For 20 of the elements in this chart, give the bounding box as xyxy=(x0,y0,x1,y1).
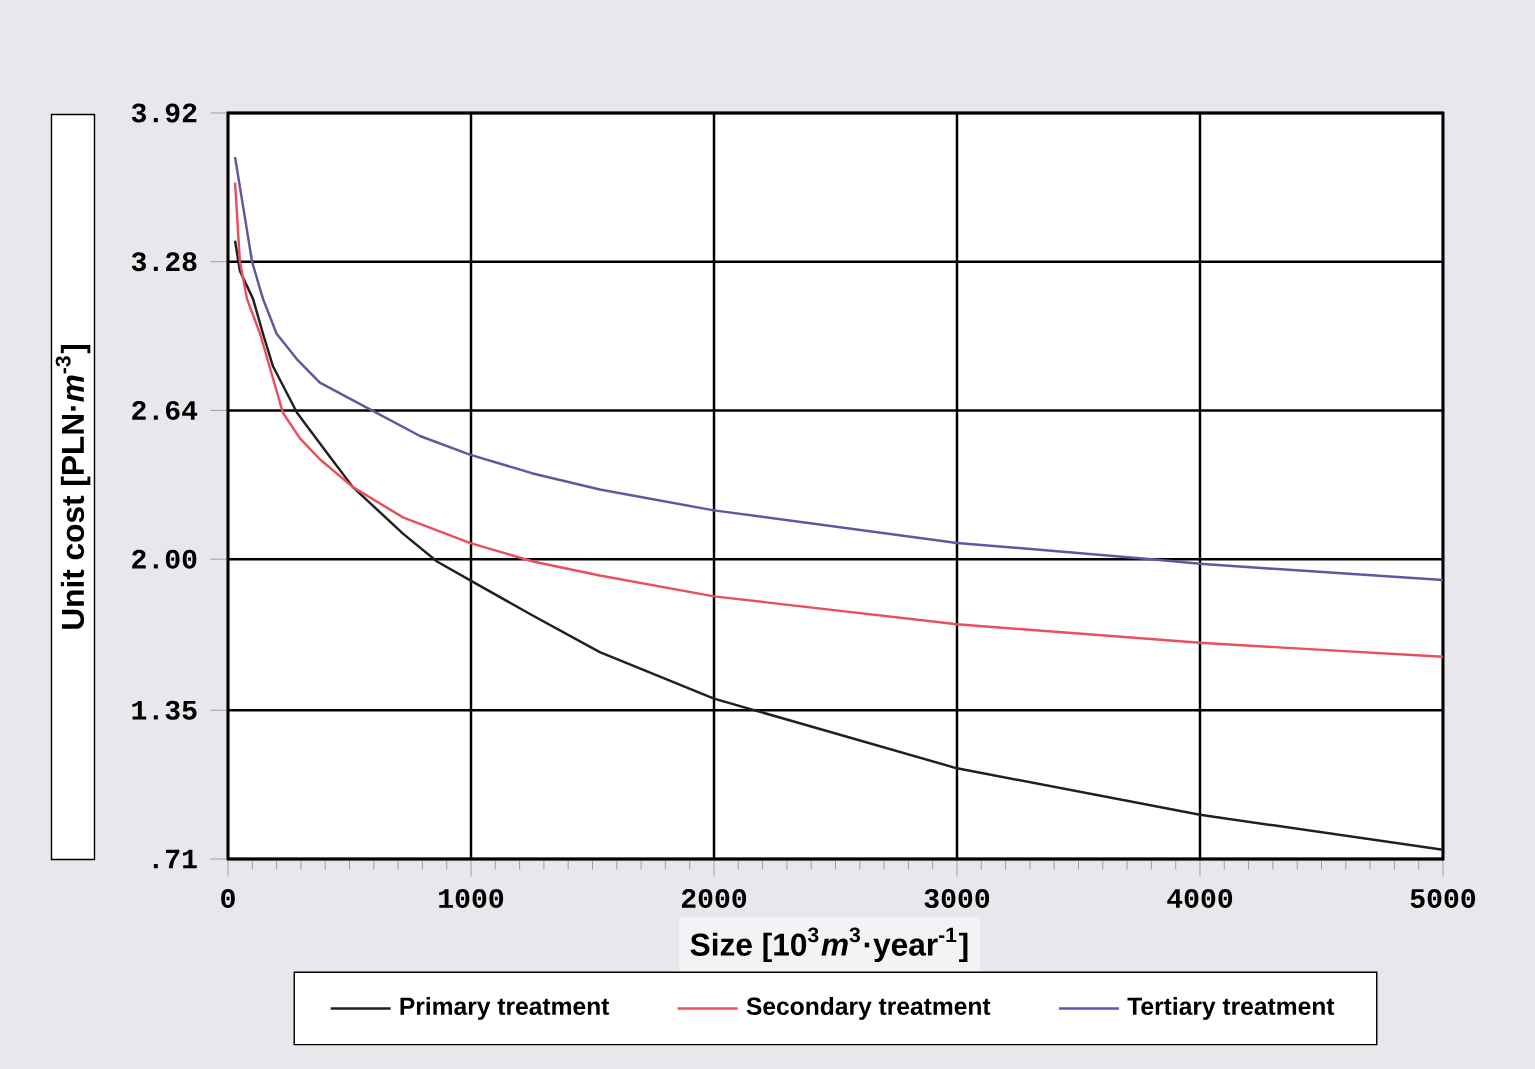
x-tick-label: 4000 xyxy=(1167,888,1233,909)
line-series xyxy=(233,181,1443,659)
x-tick-label: 5000 xyxy=(1410,888,1476,909)
x-tick-label: 1000 xyxy=(439,888,504,909)
y-tick-label: 2.64 xyxy=(132,400,198,420)
y-tick-label: .71 xyxy=(153,849,197,869)
x-axis-title: Size [10$^{3}$m$^{3}$·year$^{-1}$] xyxy=(690,927,968,963)
x-tick-label: 2000 xyxy=(681,888,747,909)
legend-label: Tertiary treatment xyxy=(1127,996,1335,1020)
legend-label: Primary treatment xyxy=(400,996,610,1020)
x-tick-label: 3000 xyxy=(924,888,990,909)
line-series xyxy=(233,155,1443,582)
y-tick-label: 2.00 xyxy=(132,549,197,569)
y-tick-label: 3.92 xyxy=(131,103,197,123)
y-tick-label: 1.35 xyxy=(132,700,197,720)
line-series xyxy=(233,239,1443,851)
x-tick-label: 0 xyxy=(221,888,235,909)
y-axis-title: Unit cost [PLN·m$^{-3}$] xyxy=(55,344,91,629)
legend-label: Secondary treatment xyxy=(746,996,991,1020)
y-tick-label: 3.28 xyxy=(131,252,197,272)
